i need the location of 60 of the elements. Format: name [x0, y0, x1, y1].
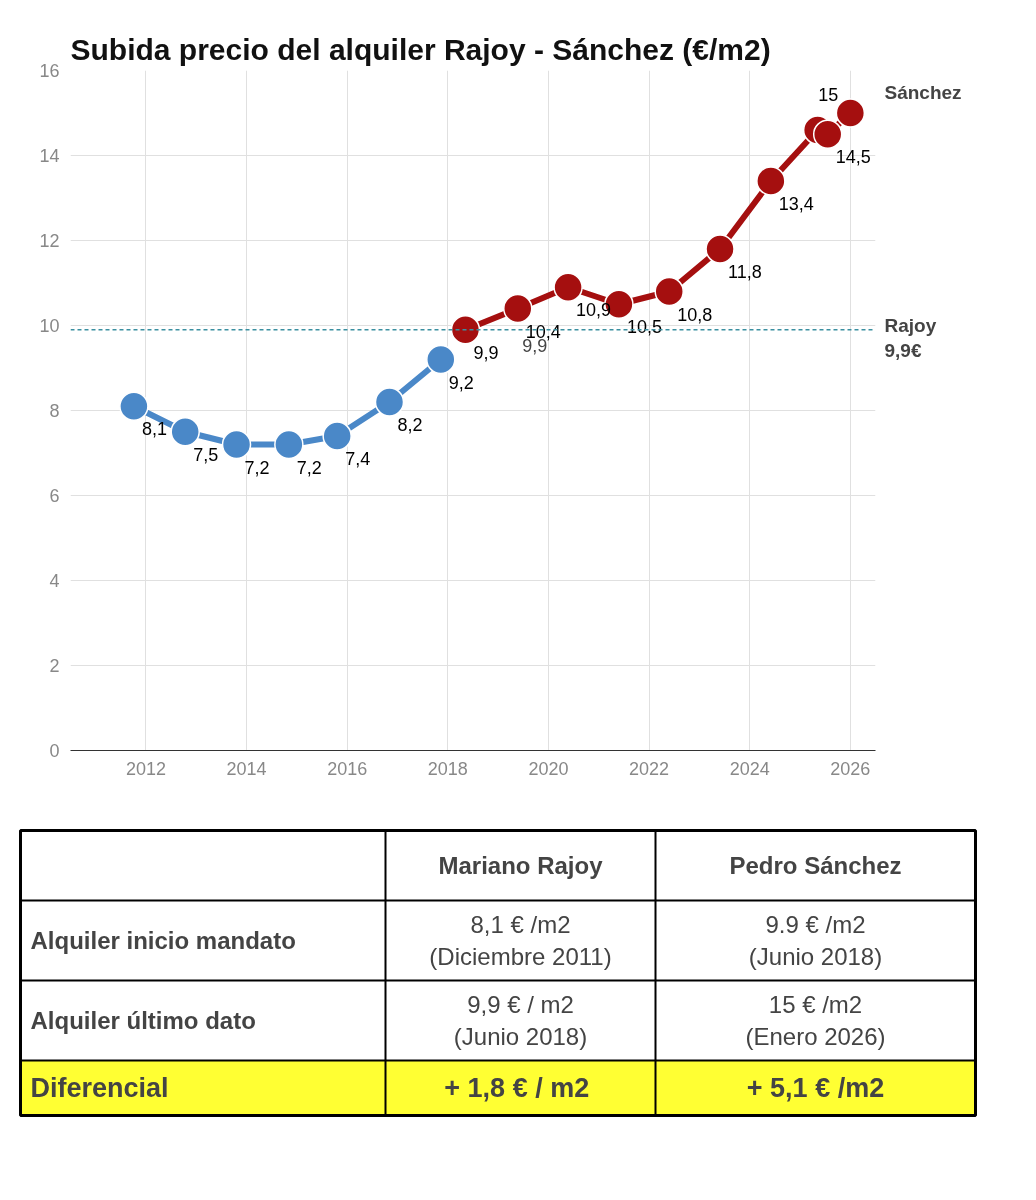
data-label: 7,5	[193, 444, 219, 465]
data-label: 8,1	[141, 419, 167, 440]
y-tick-label: 4	[49, 571, 60, 591]
x-tick-label: 2024	[729, 758, 770, 779]
y-tick-label: 14	[39, 146, 60, 166]
data-label: 13,4	[778, 194, 814, 214]
text: 9.9 € /m2 (Junio 2018)	[748, 910, 883, 971]
text: Alquiler último dato	[30, 1007, 256, 1034]
point	[221, 429, 252, 460]
point	[705, 234, 735, 264]
text: + 5,1 € /m2	[746, 1073, 885, 1103]
point	[170, 417, 200, 447]
data-label: 7,2	[244, 457, 270, 478]
y-tick-label: 2	[49, 656, 60, 676]
data-label: 11,8	[728, 262, 762, 282]
data-label: 10,9	[576, 300, 612, 321]
data-label: 8,2	[397, 415, 423, 435]
text: Alquiler inicio mandato	[30, 927, 296, 954]
text: Diferencial	[30, 1073, 169, 1103]
point	[503, 293, 533, 324]
y-tick-label: 12	[39, 231, 60, 251]
point	[553, 272, 583, 302]
point	[450, 315, 481, 345]
point	[119, 391, 149, 421]
chart-title: Subida precio del alquiler Rajoy - Sánchez (€/m2)	[70, 32, 771, 66]
data-label: 14,5	[835, 147, 871, 168]
text: 8,1 € /m2 (Diciembre 2011)	[429, 910, 612, 971]
x-tick-label: 2012	[125, 758, 166, 779]
y-tick-label: 8	[49, 401, 60, 421]
x-tick-label: 2020	[528, 758, 569, 779]
data-label: 15	[818, 85, 839, 105]
point	[274, 429, 304, 460]
text: Mariano Rajoy	[438, 852, 604, 879]
point	[756, 166, 786, 196]
x-tick-label: 2018	[427, 758, 468, 779]
point	[426, 344, 456, 375]
ref-line-label: Rajoy 9,9€	[884, 314, 937, 361]
y-tick-label: 10	[39, 316, 60, 336]
y-tick-label: 16	[39, 61, 60, 81]
text: 15 € /m2 (Enero 2026)	[745, 990, 886, 1051]
text: Pedro Sánchez	[729, 852, 902, 879]
text: 9,9 € / m2 (Junio 2018)	[453, 990, 588, 1051]
x-tick-label: 2026	[830, 758, 871, 779]
point	[322, 421, 352, 451]
data-label: 9,9	[473, 342, 499, 363]
point	[374, 387, 405, 417]
series-label: Sánchez	[884, 82, 962, 103]
text: + 1,8 € / m2	[444, 1073, 590, 1103]
x-tick-label: 2022	[629, 758, 670, 779]
y-tick-label: 0	[49, 741, 60, 761]
point	[812, 119, 843, 149]
data-label: 7,2	[296, 457, 322, 478]
x-tick-label: 2014	[226, 758, 267, 779]
x-tick-label: 2016	[327, 758, 368, 779]
data-label: 10,5	[626, 317, 662, 338]
data-label: 7,4	[345, 449, 371, 469]
point	[654, 276, 684, 307]
y-tick-label: 6	[49, 486, 60, 506]
data-label: 9,2	[448, 372, 474, 393]
data-label: 10,8	[677, 304, 713, 325]
